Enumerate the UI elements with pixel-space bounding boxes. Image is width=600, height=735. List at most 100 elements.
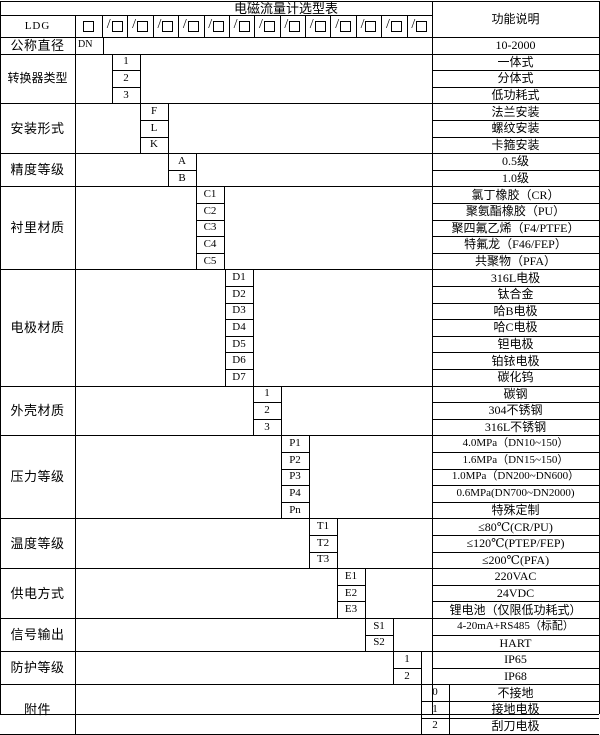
empty-box-icon — [365, 20, 377, 32]
table-rule — [365, 568, 366, 618]
table-rule — [355, 15, 357, 37]
model-code-box-0[interactable] — [75, 15, 102, 37]
table-rule — [432, 485, 599, 487]
slash-separator: / — [233, 17, 238, 32]
table-rule — [152, 15, 154, 37]
model-code-box-4[interactable]: / — [178, 15, 203, 37]
table-rule — [140, 136, 168, 138]
model-code-box-1[interactable]: / — [102, 15, 127, 37]
empty-box-icon — [416, 20, 428, 32]
description-cell-5-0: 316L电极 — [490, 270, 541, 285]
table-rule — [0, 651, 599, 653]
table-rule — [337, 568, 338, 618]
table-rule — [309, 535, 337, 536]
table-rule — [281, 501, 309, 503]
table-rule — [0, 684, 599, 686]
model-code-box-3[interactable]: / — [153, 15, 178, 37]
table-rule — [196, 203, 224, 204]
table-rule — [432, 252, 599, 254]
group-label-8: 温度等级 — [10, 535, 65, 551]
slash-separator: / — [284, 17, 289, 32]
table-rule — [432, 717, 599, 719]
table-rule — [0, 1, 599, 2]
description-cell-12-0: 不接地 — [497, 685, 534, 700]
table-rule — [112, 53, 113, 104]
table-rule — [432, 136, 599, 138]
description-cell-6-0: 碳钢 — [503, 386, 528, 401]
description-cell-12-1: 接地电极 — [491, 702, 540, 717]
model-code-box-8[interactable]: / — [280, 15, 305, 37]
table-rule — [432, 37, 599, 38]
model-code-box-2[interactable]: / — [127, 15, 152, 37]
model-code-box-13[interactable]: / — [407, 15, 432, 37]
table-rule — [75, 15, 76, 37]
slash-separator: / — [335, 17, 340, 32]
description-cell-1-2: 低功耗式 — [491, 88, 540, 103]
table-rule — [75, 435, 76, 519]
code-cell-3-0: A — [178, 154, 186, 167]
table-rule — [432, 169, 599, 171]
group-label-5: 电极材质 — [10, 319, 65, 335]
table-rule — [112, 70, 140, 72]
table-rule — [75, 103, 76, 154]
model-code-box-11[interactable]: / — [356, 15, 381, 37]
empty-box-icon — [83, 20, 94, 32]
table-rule — [305, 15, 307, 37]
table-rule — [393, 651, 394, 685]
table-rule — [281, 468, 309, 470]
table-rule — [75, 37, 76, 54]
model-code-box-12[interactable]: / — [381, 15, 406, 37]
empty-box-icon — [390, 20, 402, 32]
table-rule — [0, 37, 432, 38]
description-cell-2-0: 法兰安装 — [491, 104, 540, 119]
table-rule — [112, 86, 140, 88]
description-cell-9-1: 24VDC — [496, 586, 535, 601]
code-cell-6-0: 1 — [264, 387, 270, 400]
table-rule — [253, 402, 281, 404]
table-rule — [0, 385, 599, 387]
description-cell-1-0: 一体式 — [497, 54, 534, 69]
group-label-10: 信号输出 — [10, 627, 65, 643]
group-label-11: 防护等级 — [10, 660, 65, 676]
table-rule — [103, 37, 104, 54]
code-cell-6-2: 3 — [264, 420, 270, 433]
group-label-4: 衬里材质 — [10, 220, 65, 236]
code-cell-5-2: D3 — [232, 304, 246, 317]
table-rule — [432, 634, 599, 636]
table-rule — [432, 452, 599, 453]
description-cell-8-1: ≤120℃(PTEP/FEP) — [466, 536, 565, 551]
table-rule — [168, 169, 196, 171]
table-rule — [196, 219, 224, 221]
table-rule — [365, 634, 393, 636]
description-cell-4-2: 聚四氟乙烯（F4/PTFE） — [451, 220, 580, 235]
table-rule — [178, 15, 180, 37]
description-cell-5-2: 哈B电极 — [493, 303, 538, 318]
group-label-9: 供电方式 — [10, 585, 65, 601]
table-rule — [432, 667, 599, 669]
table-title: 电磁流量计选型表 — [233, 1, 338, 15]
table-rule — [75, 684, 76, 735]
table-rule — [432, 236, 599, 238]
description-cell-3-1: 1.0级 — [501, 171, 529, 186]
table-rule — [225, 335, 253, 337]
model-code-box-10[interactable]: / — [330, 15, 355, 37]
model-code-box-9[interactable]: / — [305, 15, 330, 37]
table-rule — [0, 568, 599, 570]
description-cell-7-0: 4.0MPa（DN10~150） — [462, 437, 569, 450]
table-rule — [75, 618, 76, 652]
table-rule — [168, 153, 169, 187]
description-cell-10-0: 4-20mA+RS485（标配） — [457, 619, 574, 632]
table-rule — [432, 468, 599, 470]
code-cell-5-6: D7 — [232, 370, 246, 383]
description-cell-7-1: 1.6MPa（DN15~150） — [462, 453, 569, 466]
code-cell-4-2: C3 — [203, 221, 217, 234]
slash-separator: / — [132, 17, 136, 32]
table-rule — [0, 618, 599, 619]
model-code-box-7[interactable]: / — [254, 15, 279, 37]
group-label-2: 安装形式 — [10, 120, 65, 136]
model-code-box-6[interactable]: / — [229, 15, 254, 37]
table-rule — [432, 70, 599, 72]
table-rule — [432, 352, 599, 354]
model-code-box-5[interactable]: / — [204, 15, 229, 37]
